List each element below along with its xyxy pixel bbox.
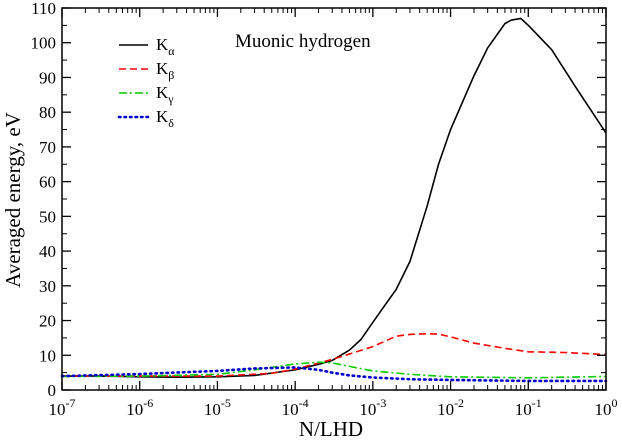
x-tick-label: 10-5: [204, 396, 231, 419]
x-tick-label: 10-2: [437, 396, 464, 419]
y-tick-label: 90: [39, 68, 56, 87]
series-line-3: [60, 366, 608, 383]
series-line-1: [62, 332, 607, 377]
y-tick-label: 50: [39, 207, 56, 226]
y-tick-label: 100: [31, 34, 57, 53]
x-tick-label: 10-4: [282, 396, 309, 419]
chart-annotation: Muonic hydrogen: [235, 31, 371, 52]
series-line-0: [62, 17, 607, 378]
y-tick-label: 60: [39, 173, 56, 192]
y-tick-label: 80: [39, 103, 56, 122]
x-tick-label: 10-3: [359, 396, 386, 419]
x-axis-title: N/LHD: [299, 417, 363, 440]
x-tick-label: 10-1: [515, 396, 542, 419]
legend-label-1: Kβ: [156, 59, 174, 82]
y-tick-label: 70: [39, 138, 56, 157]
x-tick-label: 100: [595, 396, 618, 419]
y-tick-label: 30: [39, 277, 56, 296]
x-tick-label: 10-6: [126, 396, 153, 419]
y-tick-label: 0: [48, 381, 57, 400]
y-tick-label: 110: [31, 0, 56, 18]
y-tick-label: 20: [39, 312, 56, 331]
series-line-2: [61, 361, 607, 379]
plot-frame: [61, 7, 607, 391]
x-tick-label: 10-7: [49, 396, 76, 419]
y-tick-label: 10: [39, 346, 56, 365]
y-axis-title: Averaged energy, eV: [1, 112, 25, 288]
legend-label-0: Kα: [156, 35, 175, 58]
series-layer: [60, 17, 608, 383]
legend-label-3: Kδ: [156, 107, 174, 130]
legend-label-2: Kγ: [156, 83, 174, 106]
axes-layer: 0 10 20 30 40 50 60 70 80 90 100 110 10-7 10-6 10-5 10-…: [31, 0, 618, 419]
y-tick-label: 40: [39, 242, 56, 261]
